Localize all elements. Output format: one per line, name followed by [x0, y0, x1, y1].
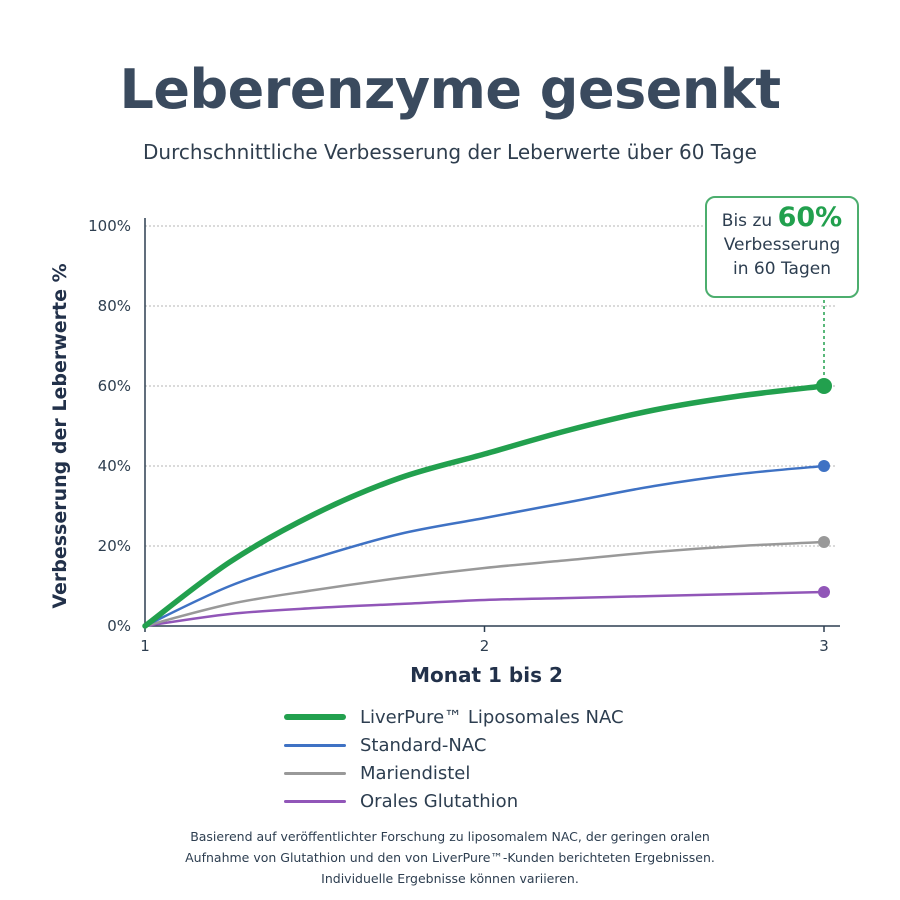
legend-swatch-liverpure [284, 714, 346, 720]
y-axis-label: Verbesserung der Leberwerte % [49, 263, 71, 608]
y-tick-label: 40% [98, 457, 131, 475]
legend-item-glutathion: Orales Glutathion [284, 787, 624, 815]
legend-item-standard-nac: Standard-NAC [284, 731, 624, 759]
legend-label-liverpure: LiverPure™ Liposomales NAC [360, 706, 624, 728]
callout-value: 60% [777, 202, 843, 233]
series-endpoint-0 [816, 378, 832, 394]
callout-line-3: in 60 Tagen [733, 259, 831, 279]
x-tick-label: 2 [480, 637, 490, 655]
series-line-1 [143, 464, 826, 628]
y-tick-label: 60% [98, 377, 131, 395]
legend-swatch-mariendistel [284, 771, 346, 775]
y-tick-label: 100% [88, 217, 131, 235]
legend-label-standard-nac: Standard-NAC [360, 734, 487, 756]
y-tick-label: 0% [107, 617, 131, 635]
page-subtitle: Durchschnittliche Verbesserung der Leber… [143, 140, 757, 164]
footnote-line-3: Individuelle Ergebnisse können variieren… [321, 871, 579, 886]
x-tick-label: 3 [819, 637, 829, 655]
legend-label-mariendistel: Mariendistel [360, 762, 471, 784]
footnote: Basierend auf veröffentlichter Forschung… [0, 826, 900, 889]
legend-swatch-standard-nac [284, 743, 346, 747]
series-line-3 [143, 590, 826, 628]
callout-line-1: Bis zu 60% [707, 204, 857, 233]
footnote-line-2: Aufnahme von Glutathion und den von Live… [185, 850, 715, 865]
legend-label-glutathion: Orales Glutathion [360, 790, 519, 812]
y-tick-label: 80% [98, 297, 131, 315]
legend-item-mariendistel: Mariendistel [284, 759, 624, 787]
footnote-line-1: Basierend auf veröffentlichter Forschung… [190, 829, 710, 844]
series-endpoint-3 [818, 586, 830, 598]
legend-item-liverpure: LiverPure™ Liposomales NAC [284, 703, 624, 731]
legend-swatch-glutathion [284, 799, 346, 803]
x-tick-label: 1 [140, 637, 150, 655]
x-axis-label: Monat 1 bis 2 [410, 663, 563, 687]
chart-legend: LiverPure™ Liposomales NAC Standard-NAC … [284, 703, 624, 815]
series-endpoint-1 [818, 460, 830, 472]
y-tick-label: 20% [98, 537, 131, 555]
callout-prefix: Bis zu [721, 211, 773, 231]
series-line-0 [142, 383, 827, 629]
series-line-2 [143, 540, 826, 628]
series-endpoint-2 [818, 536, 830, 548]
highlight-callout: Bis zu 60% Verbesserung in 60 Tagen [705, 196, 859, 298]
callout-line-2: Verbesserung [723, 235, 841, 255]
page-title: Leberenzyme gesenkt [119, 58, 781, 121]
